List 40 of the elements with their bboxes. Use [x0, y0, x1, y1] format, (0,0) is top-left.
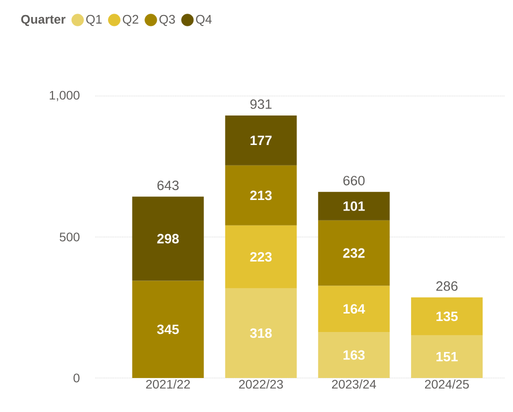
x-tick-label: 2023/24 — [332, 380, 376, 389]
legend-title: Quarter — [21, 14, 66, 26]
bar — [411, 297, 483, 336]
y-tick-label: 1,000 — [50, 90, 80, 102]
data-label: 177 — [250, 136, 272, 146]
data-label: 164 — [344, 304, 366, 314]
legend-label: Q1 — [86, 14, 102, 26]
x-tick-label: 2024/25 — [424, 380, 469, 389]
bar — [318, 332, 390, 378]
total-label: 660 — [343, 176, 365, 186]
data-label: 345 — [157, 324, 179, 334]
data-label: 232 — [343, 248, 365, 258]
bar — [225, 115, 297, 166]
data-label: 213 — [250, 190, 272, 200]
total-label: 931 — [250, 99, 272, 109]
data-label: 101 — [344, 201, 365, 211]
bar — [225, 165, 297, 226]
total-label: 643 — [157, 180, 179, 190]
bar — [318, 286, 390, 332]
bar — [411, 335, 483, 378]
data-label: 151 — [436, 352, 458, 362]
y-tick-label: 0 — [74, 374, 80, 382]
data-label: 223 — [250, 252, 272, 262]
bar — [132, 196, 204, 281]
y-tick-label: 500 — [60, 232, 80, 242]
legend-label: Q3 — [159, 14, 175, 26]
x-tick-label: 2022/23 — [239, 380, 283, 389]
bar — [225, 225, 297, 288]
bar — [225, 288, 297, 378]
legend-label: Q2 — [122, 14, 138, 26]
bar — [132, 280, 204, 378]
legend-label: Q4 — [196, 14, 212, 26]
total-label: 286 — [436, 281, 458, 291]
data-label: 135 — [436, 312, 458, 322]
x-tick-label: 2021/22 — [146, 380, 190, 389]
data-label: 318 — [250, 328, 272, 338]
data-label: 163 — [344, 350, 365, 360]
bar — [318, 192, 390, 220]
data-label: 298 — [157, 234, 179, 244]
bar — [318, 220, 390, 286]
